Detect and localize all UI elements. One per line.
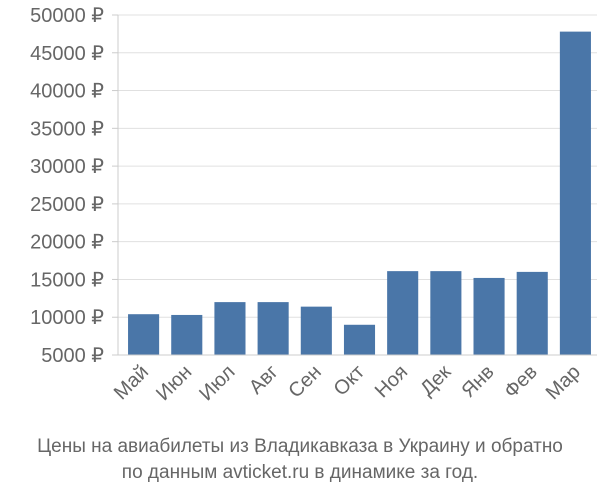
y-tick-labels: 5000 ₽ 10000 ₽ 15000 ₽ 20000 ₽ 25000 ₽ 30000 …	[30, 5, 104, 367]
x-tick-label-7: Дек	[416, 361, 455, 400]
x-tick-label-4: Сен	[284, 361, 325, 402]
chart-caption-line2: по данным avticket.ru в динамике за год.	[121, 462, 479, 483]
bars	[128, 31, 591, 355]
x-tick-label-6: Ноя	[371, 361, 412, 402]
y-tick-label-45000: 45000 ₽	[30, 43, 104, 65]
bar-6	[387, 271, 419, 355]
x-tick-label-9: Фев	[500, 361, 542, 403]
y-tick-label-10000: 10000 ₽	[30, 307, 104, 329]
bar-3	[257, 302, 289, 355]
chart-caption-line1: Цены на авиабилеты из Владикавказа в Укр…	[37, 436, 563, 457]
axes	[117, 15, 597, 356]
x-tick-label-1: Июн	[152, 361, 196, 405]
y-tick-label-35000: 35000 ₽	[30, 118, 104, 140]
bar-0	[128, 314, 160, 355]
bar-7	[430, 271, 462, 355]
y-tick-label-30000: 30000 ₽	[30, 156, 104, 178]
bar-1	[171, 314, 203, 355]
x-tick-label-10: Мар	[542, 361, 585, 404]
y-tick-label-20000: 20000 ₽	[30, 232, 104, 254]
bar-4	[300, 306, 332, 355]
bar-5	[343, 324, 376, 355]
price-bar-chart: 5000 ₽ 10000 ₽ 15000 ₽ 20000 ₽ 25000 ₽ 30000 …	[30, 5, 597, 405]
bar-2	[214, 302, 246, 355]
bar-8	[473, 277, 505, 355]
bar-10	[559, 31, 591, 355]
y-tick-label-50000: 50000 ₽	[30, 5, 104, 27]
x-tick-label-3: Авг	[245, 361, 283, 399]
x-tick-label-5: Окт	[330, 361, 369, 400]
x-tick-label-8: Янв	[457, 361, 498, 402]
x-tick-label-0: Май	[110, 361, 153, 404]
y-tick-label-25000: 25000 ₽	[30, 194, 104, 216]
y-tick-label-15000: 15000 ₽	[30, 269, 104, 291]
y-tick-label-5000: 5000 ₽	[41, 345, 104, 367]
x-tick-label-2: Июл	[195, 361, 239, 405]
bar-9	[516, 271, 548, 355]
y-tick-label-40000: 40000 ₽	[30, 81, 104, 103]
